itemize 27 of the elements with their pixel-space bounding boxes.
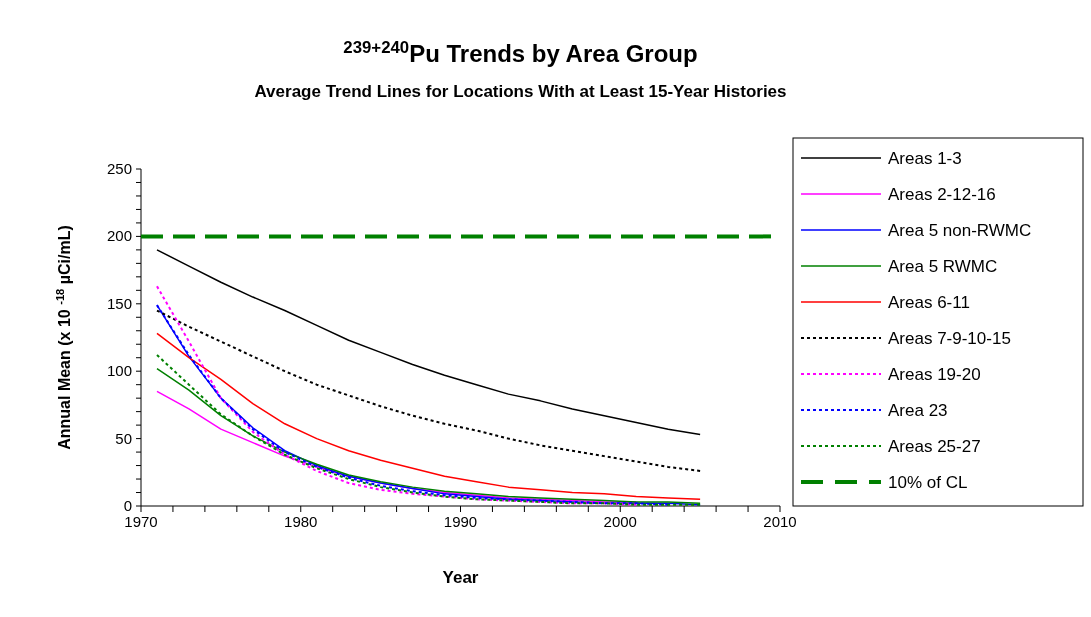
legend-label: Areas 6-11 <box>888 293 970 312</box>
x-tick-label: 2000 <box>603 513 637 530</box>
y-tick-label: 150 <box>106 294 132 312</box>
chart-subtitle: Average Trend Lines for Locations With at Least 15-Year Histories <box>254 82 787 101</box>
y-tick-label: 250 <box>106 160 132 177</box>
legend-label: Areas 2-12-16 <box>888 185 996 204</box>
legend-label: Area 5 RWMC <box>888 257 998 276</box>
legend-label: 10% of CL <box>888 473 968 492</box>
x-tick-label: 1990 <box>443 513 478 530</box>
line-series <box>156 249 701 436</box>
legend-label: Areas 19-20 <box>888 365 981 384</box>
legend-label: Area 23 <box>888 401 948 420</box>
line-series <box>156 332 701 501</box>
chart-title: $^{239+240}$Pu Trends by Area Group <box>343 37 698 67</box>
y-tick-label: 0 <box>123 497 132 514</box>
legend-label: Areas 1-3 <box>888 149 962 168</box>
line-series <box>155 309 702 472</box>
x-tick-label: 1970 <box>124 513 158 530</box>
legend-label: Areas 7-9-10-15 <box>888 329 1011 348</box>
x-tick-label: 2010 <box>763 513 797 530</box>
legend-label: Area 5 non-RWMC <box>888 221 1032 240</box>
y-tick-label: 100 <box>106 362 132 380</box>
x-axis-title: Year <box>442 568 479 587</box>
y-tick-label: 200 <box>106 227 132 245</box>
x-tick-label: 1980 <box>284 513 318 530</box>
legend-label: Areas 25-27 <box>888 437 981 456</box>
y-tick-label: 50 <box>115 429 132 447</box>
